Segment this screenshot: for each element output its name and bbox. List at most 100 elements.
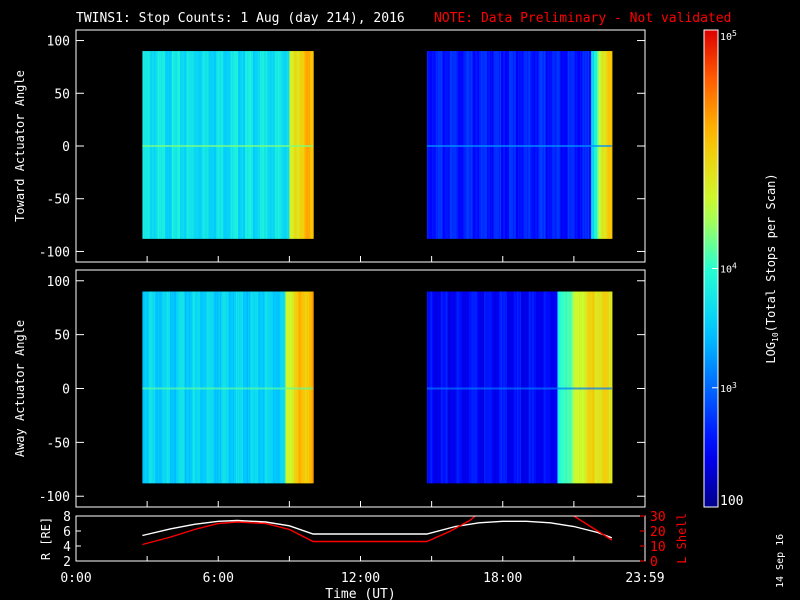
heatmap-cell-toward-0-83 xyxy=(224,51,226,239)
heatmap-cell-toward-0-98 xyxy=(239,51,241,239)
heatmap-cell-toward-1-98 xyxy=(523,51,526,239)
heatmap-cell-away-0-52 xyxy=(193,291,196,484)
heatmap-cell-toward-0-24 xyxy=(166,51,168,239)
heatmap-cell-toward-1-160 xyxy=(585,51,587,239)
heatmap-cell-toward-0-23 xyxy=(165,51,167,239)
heatmap-cell-away-1-185 xyxy=(609,291,612,484)
heatmap-cell-toward-0-102 xyxy=(243,51,245,239)
heatmap-cell-away-1-87 xyxy=(512,291,515,484)
heatmap-cell-away-1-109 xyxy=(534,291,537,484)
heatmap-cell-toward-1-183 xyxy=(607,51,610,239)
heatmap-cell-toward-1-134 xyxy=(559,51,561,239)
heatmap-cell-away-0-167 xyxy=(307,291,309,484)
heatmap-cell-toward-0-66 xyxy=(207,51,210,239)
heatmap-cell-away-0-107 xyxy=(247,291,250,484)
heatmap-cell-away-1-4 xyxy=(430,291,433,484)
heatmap-cell-toward-1-176 xyxy=(600,51,603,239)
heatmap-cell-away-0-116 xyxy=(256,291,259,484)
heatmap-cell-away-1-29 xyxy=(455,291,458,484)
heatmap-cell-toward-1-15 xyxy=(441,51,444,239)
heatmap-cell-away-1-166 xyxy=(591,291,593,484)
heatmap-cell-toward-0-22 xyxy=(164,51,166,239)
heatmap-cell-away-1-30 xyxy=(456,291,459,484)
heatmap-cell-away-0-1 xyxy=(143,291,145,484)
heatmap-cell-toward-1-178 xyxy=(602,51,605,239)
orbit-left-tick-label: 8 xyxy=(63,510,71,525)
heatmap-cell-toward-1-45 xyxy=(471,51,473,239)
heatmap-cell-toward-0-158 xyxy=(298,51,300,239)
heatmap-cell-toward-1-89 xyxy=(514,51,517,239)
heatmap-cell-away-1-179 xyxy=(603,291,606,484)
heatmap-cell-toward-0-161 xyxy=(301,51,303,239)
heatmap-cell-toward-1-77 xyxy=(503,51,505,239)
heatmap-cell-toward-0-162 xyxy=(302,51,304,239)
heatmap-cell-away-1-116 xyxy=(541,291,544,484)
heatmap-cell-toward-1-26 xyxy=(452,51,455,239)
heatmap-cell-toward-1-78 xyxy=(504,51,506,239)
heatmap-cell-away-0-90 xyxy=(231,291,233,484)
heatmap-cell-toward-1-34 xyxy=(460,51,463,239)
heatmap-cell-away-0-134 xyxy=(274,291,277,484)
heatmap-cell-toward-0-167 xyxy=(307,51,309,239)
heatmap-cell-toward-0-113 xyxy=(253,51,256,239)
heatmap-cell-toward-1-140 xyxy=(565,51,567,239)
heatmap-cell-toward-1-93 xyxy=(518,51,521,239)
heatmap-cell-toward-0-142 xyxy=(282,51,285,239)
heatmap-cell-away-0-152 xyxy=(292,291,294,484)
heatmap-cell-toward-1-100 xyxy=(525,51,528,239)
heatmap-cell-toward-0-111 xyxy=(251,51,254,239)
heatmap-cell-toward-1-172 xyxy=(596,51,599,239)
heatmap-cell-away-0-6 xyxy=(148,291,150,484)
heatmap-cell-away-1-140 xyxy=(565,291,567,484)
heatmap-cell-away-0-110 xyxy=(250,291,253,484)
heatmap-cell-away-1-65 xyxy=(491,291,493,484)
heatmap-cell-away-1-154 xyxy=(579,291,581,484)
ytick-label-away: -50 xyxy=(47,436,70,451)
heatmap-cell-toward-1-28 xyxy=(454,51,457,239)
heatmap-cell-away-0-161 xyxy=(301,291,303,484)
heatmap-cell-away-0-168 xyxy=(308,291,310,484)
heatmap-cell-toward-0-34 xyxy=(175,51,178,239)
heatmap-cell-toward-1-13 xyxy=(439,51,442,239)
heatmap-cell-toward-1-120 xyxy=(545,51,548,239)
heatmap-cell-toward-0-136 xyxy=(276,51,279,239)
heatmap-cell-away-0-137 xyxy=(277,291,280,484)
heatmap-cell-toward-1-139 xyxy=(564,51,566,239)
heatmap-cell-toward-1-3 xyxy=(429,51,432,239)
heatmap-cell-toward-0-53 xyxy=(194,51,197,239)
heatmap-cell-away-0-147 xyxy=(287,291,290,484)
heatmap-cell-toward-1-76 xyxy=(502,51,504,239)
heatmap-cell-toward-1-161 xyxy=(586,51,588,239)
heatmap-cell-away-1-37 xyxy=(463,291,466,484)
heatmap-cell-away-1-163 xyxy=(588,291,590,484)
heatmap-cell-away-0-59 xyxy=(200,291,203,484)
heatmap-cell-away-1-121 xyxy=(546,291,549,484)
heatmap-cell-away-0-98 xyxy=(239,291,241,484)
heatmap-cell-toward-0-133 xyxy=(273,51,276,239)
heatmap-cell-toward-0-49 xyxy=(190,51,193,239)
heatmap-cell-away-0-67 xyxy=(208,291,211,484)
heatmap-cell-toward-0-11 xyxy=(153,51,155,239)
heatmap-cell-away-1-58 xyxy=(484,291,486,484)
heatmap-cell-away-0-140 xyxy=(280,291,283,484)
orbit-left-tick-label: 6 xyxy=(63,525,71,540)
heatmap-cell-away-1-92 xyxy=(517,291,520,484)
heatmap-cell-away-1-24 xyxy=(450,291,453,484)
heatmap-cell-away-1-147 xyxy=(572,291,574,484)
heatmap-cell-away-0-126 xyxy=(266,291,269,484)
heatmap-cell-away-1-184 xyxy=(608,291,611,484)
heatmap-cell-away-1-69 xyxy=(495,291,497,484)
heatmap-cell-away-0-138 xyxy=(278,291,281,484)
heatmap-cell-toward-0-4 xyxy=(146,51,148,239)
heatmap-cell-away-0-141 xyxy=(281,291,284,484)
heatmap-cell-away-0-97 xyxy=(238,291,240,484)
heatmap-cell-toward-1-125 xyxy=(550,51,553,239)
heatmap-cell-away-0-79 xyxy=(220,291,222,484)
heatmap-cell-toward-0-104 xyxy=(245,51,247,239)
heatmap-cell-toward-1-17 xyxy=(443,51,446,239)
heatmap-cell-toward-0-63 xyxy=(204,51,207,239)
heatmap-cell-away-1-96 xyxy=(521,291,524,484)
heatmap-cell-toward-0-61 xyxy=(202,51,205,239)
